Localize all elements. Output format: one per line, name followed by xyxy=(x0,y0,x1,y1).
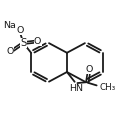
Text: O: O xyxy=(34,37,41,46)
Text: O: O xyxy=(16,26,24,35)
Text: S: S xyxy=(20,38,27,48)
Text: Na: Na xyxy=(4,21,17,30)
Text: O: O xyxy=(7,47,14,56)
Text: CH₃: CH₃ xyxy=(99,83,115,92)
Text: O: O xyxy=(86,65,93,74)
Text: HN: HN xyxy=(69,84,83,93)
